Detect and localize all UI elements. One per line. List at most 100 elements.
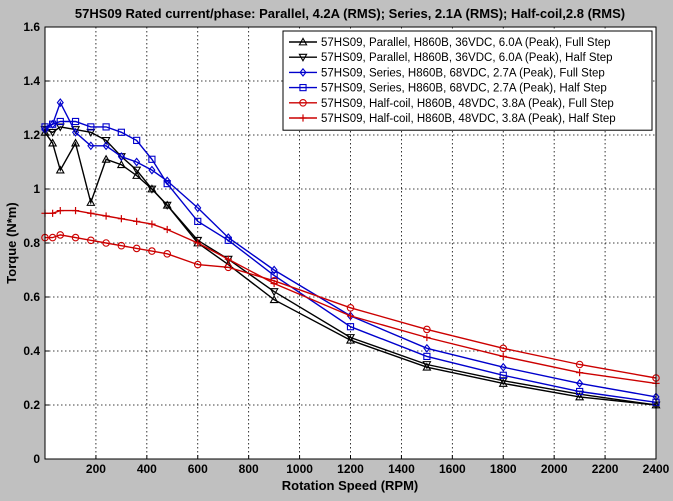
data-point xyxy=(133,217,141,225)
y-tick-label: 0.8 xyxy=(23,236,40,250)
x-tick-label: 1000 xyxy=(286,462,313,476)
x-tick-label: 2000 xyxy=(541,462,568,476)
legend-marker xyxy=(299,114,307,122)
data-point xyxy=(133,136,141,145)
plot-frame xyxy=(44,26,657,460)
data-point xyxy=(499,352,507,360)
x-tick-label: 1600 xyxy=(439,462,466,476)
data-point xyxy=(55,165,65,174)
data-point xyxy=(117,241,126,250)
legend-label: 57HS09, Parallel, H860B, 36VDC, 6.0A (Pe… xyxy=(321,52,613,64)
data-point xyxy=(224,233,232,243)
data-point xyxy=(101,154,111,163)
data-point xyxy=(132,166,142,175)
data-point xyxy=(576,369,584,377)
data-point xyxy=(87,141,95,151)
data-point xyxy=(224,236,232,244)
legend-label: 57HS09, Series, H860B, 68VDC, 2.7A (Peak… xyxy=(321,83,607,95)
legend-entry: 57HS09, Series, H860B, 68VDC, 2.7A (Peak… xyxy=(289,83,607,95)
data-point xyxy=(117,152,125,162)
series-line xyxy=(45,234,657,379)
data-point xyxy=(422,361,432,370)
series-4 xyxy=(41,117,660,406)
data-point xyxy=(49,120,57,128)
data-point xyxy=(270,265,278,275)
data-point xyxy=(575,392,585,401)
legend-label: 57HS09, Parallel, H860B, 36VDC, 6.0A (Pe… xyxy=(321,37,611,49)
data-point xyxy=(576,387,584,396)
x-tick-label: 2200 xyxy=(592,462,619,476)
data-point xyxy=(346,304,355,312)
x-tick-label: 1200 xyxy=(337,462,364,476)
legend-entry: 57HS09, Parallel, H860B, 36VDC, 6.0A (Pe… xyxy=(289,52,613,64)
data-point xyxy=(224,255,232,263)
data-point xyxy=(117,215,125,223)
x-tick-label: 600 xyxy=(188,462,208,476)
data-point xyxy=(48,128,58,138)
legend-box xyxy=(282,30,653,131)
data-point xyxy=(346,323,355,331)
x-tick-label: 1800 xyxy=(490,462,517,476)
data-point xyxy=(575,360,584,369)
x-tick-label: 400 xyxy=(137,462,157,476)
legend-marker xyxy=(299,99,307,107)
y-tick-label: 1.4 xyxy=(23,74,40,88)
y-tick-label: 0.2 xyxy=(23,398,40,412)
data-point xyxy=(71,117,80,126)
data-point xyxy=(133,157,141,167)
data-point xyxy=(87,236,95,245)
data-point xyxy=(163,179,171,188)
data-point xyxy=(148,155,156,163)
legend: 57HS09, Parallel, H860B, 36VDC, 6.0A (Pe… xyxy=(282,30,653,131)
x-tick-label: 200 xyxy=(86,462,106,476)
data-point xyxy=(102,212,110,220)
data-point xyxy=(87,123,95,131)
data-point xyxy=(132,244,141,253)
data-point xyxy=(270,271,278,280)
data-point xyxy=(345,335,356,344)
data-point xyxy=(162,201,172,210)
data-point xyxy=(71,127,80,137)
y-tick-label: 1 xyxy=(33,182,40,196)
y-tick-label: 0.6 xyxy=(23,290,40,304)
data-point xyxy=(49,209,57,217)
data-point xyxy=(193,260,202,269)
data-point xyxy=(423,352,431,361)
data-point xyxy=(147,185,157,194)
y-axis-label: Torque (N*m) xyxy=(4,202,19,283)
axis-ticks: 200 400 600 800 1000 1200 1400 1600 1800 2000 2200… xyxy=(23,20,669,476)
data-point xyxy=(423,325,431,334)
y-tick-label: 1.2 xyxy=(23,128,40,142)
data-point xyxy=(499,344,508,353)
chart-title: 57HS09 Rated current/phase: Parallel, 4.… xyxy=(75,6,625,21)
data-point xyxy=(132,170,142,179)
data-point xyxy=(116,159,126,169)
data-point xyxy=(148,247,156,255)
data-point xyxy=(102,141,110,151)
data-point xyxy=(148,220,156,228)
legend-entry: 57HS09, Series, H860B, 68VDC, 2.7A (Peak… xyxy=(289,67,605,79)
series-line xyxy=(44,100,657,398)
data-point xyxy=(148,165,156,175)
legend-entry: 57HS09, Parallel, H860B, 36VDC, 6.0A (Pe… xyxy=(289,37,611,49)
data-point xyxy=(102,123,110,131)
data-point xyxy=(163,225,171,234)
series-lines xyxy=(40,98,661,410)
data-point xyxy=(194,203,202,213)
data-point xyxy=(194,239,202,247)
data-point xyxy=(269,294,279,304)
data-point xyxy=(269,288,279,297)
legend-marker xyxy=(298,37,308,46)
data-point xyxy=(498,378,508,387)
data-point xyxy=(422,362,432,371)
data-point xyxy=(576,378,584,388)
data-point xyxy=(56,98,64,108)
legend-entry: 57HS09, Half-coil, H860B, 48VDC, 3.8A (P… xyxy=(289,113,616,125)
data-point xyxy=(224,263,233,272)
data-point xyxy=(499,371,507,379)
data-point xyxy=(87,209,95,217)
data-point xyxy=(48,138,58,147)
data-point xyxy=(56,117,64,126)
data-point xyxy=(56,207,64,215)
